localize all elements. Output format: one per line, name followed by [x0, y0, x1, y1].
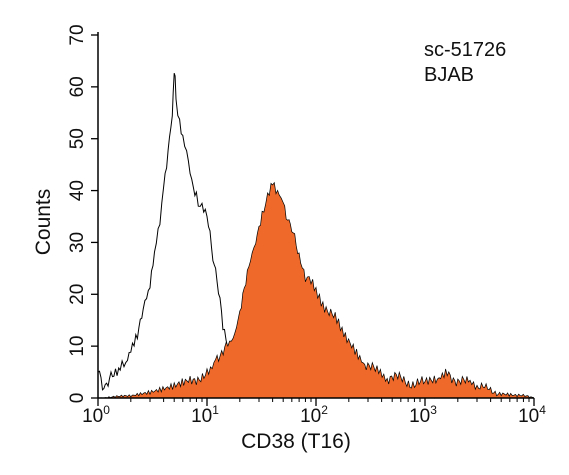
sample-id-label: sc-51726: [424, 39, 506, 61]
x-tick-label: 100: [82, 403, 110, 427]
y-tick-label: 50: [67, 128, 88, 149]
x-axis-title: CD38 (T16): [241, 430, 351, 453]
y-tick-label: 0: [67, 393, 88, 404]
y-tick-label: 60: [67, 76, 88, 97]
stained-histogram: [98, 181, 535, 399]
y-tick-label: 30: [67, 232, 88, 253]
ticks: 0 10 20 30 40 50 60 70 100 101 102 103 104: [67, 24, 546, 427]
x-tick-label: 101: [191, 403, 219, 427]
x-tick-label: 103: [409, 403, 437, 427]
y-tick-label: 40: [67, 180, 88, 201]
y-axis-title: Counts: [32, 189, 55, 256]
x-tick-label: 102: [300, 403, 328, 427]
x-tick-label: 104: [518, 403, 546, 427]
cell-line-label: BJAB: [424, 64, 474, 86]
y-tick-label: 20: [67, 284, 88, 305]
y-tick-label: 10: [67, 336, 88, 357]
plot-area: [97, 72, 535, 399]
y-tick-label: 70: [67, 24, 88, 45]
